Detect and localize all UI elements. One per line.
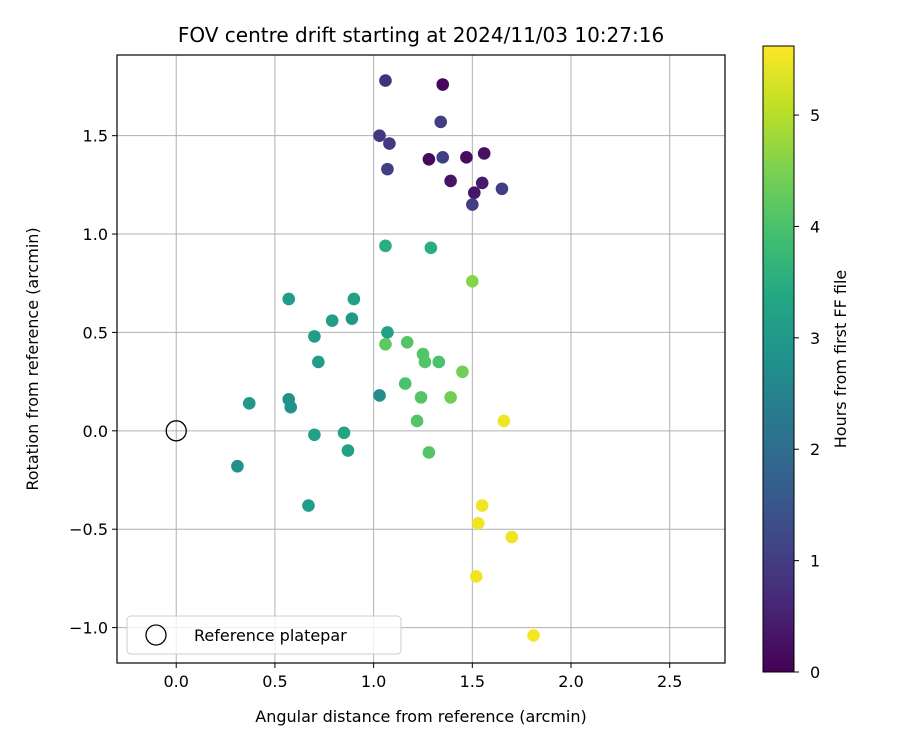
colorbar-tick-label: 4 (810, 217, 820, 236)
scatter-point (284, 400, 298, 414)
x-tick-label: 1.5 (460, 672, 485, 691)
scatter-point (422, 152, 436, 166)
scatter-point (337, 426, 351, 440)
scatter-point (341, 444, 355, 457)
scatter-point (325, 314, 339, 327)
scatter-point (505, 530, 519, 544)
scatter-point (467, 186, 481, 200)
y-tick-label: 1.5 (83, 127, 108, 146)
y-axis-ticks: −1.0 −0.5 0.0 0.5 1.0 1.5 (69, 127, 117, 638)
colorbar-tick-label: 5 (810, 106, 820, 125)
legend-reference-label: Reference platepar (194, 626, 347, 645)
scatter-point (432, 355, 446, 369)
scatter-point (469, 570, 483, 583)
scatter-point (434, 115, 448, 129)
plot-area-frame (116, 54, 726, 664)
scatter-point (345, 312, 359, 325)
scatter-point (436, 151, 450, 164)
y-tick-label: −1.0 (69, 619, 108, 638)
scatter-point (373, 389, 386, 402)
scatter-point (379, 239, 392, 253)
scatter-point (444, 391, 457, 404)
x-tick-label: 2.5 (657, 672, 682, 691)
scatter-point (444, 174, 457, 188)
colorbar-tick-label: 1 (810, 552, 820, 571)
colorbar (762, 45, 795, 673)
scatter-point (308, 330, 321, 343)
scatter-point (379, 74, 392, 87)
scatter-point (381, 326, 394, 339)
scatter-point (312, 355, 325, 369)
scatter-point (398, 377, 412, 390)
scatter-point (466, 198, 479, 211)
scatter-point (475, 499, 489, 512)
scatter-point (242, 396, 256, 410)
scatter-point (460, 151, 473, 164)
legend-box (126, 615, 402, 655)
scatter-point (475, 176, 489, 190)
x-axis-ticks: 0.0 0.5 1.0 1.5 2.0 2.5 (163, 663, 682, 691)
reference-marker-group (165, 420, 187, 442)
x-tick-label: 0.0 (163, 672, 188, 691)
colorbar-tick-label: 3 (810, 329, 820, 348)
colorbar-tick-label: 0 (810, 663, 820, 682)
legend: Reference platepar (126, 615, 402, 655)
colorbar-label: Hours from first FF file (831, 270, 850, 449)
scatter-point (373, 129, 386, 142)
scatter-points (231, 74, 540, 642)
x-axis-label: Angular distance from reference (arcmin) (255, 707, 586, 726)
x-tick-label: 1.0 (361, 672, 386, 691)
reference-marker (165, 420, 187, 442)
scatter-point (410, 414, 424, 428)
scatter-point (422, 446, 436, 459)
y-tick-label: 1.0 (83, 225, 108, 244)
scatter-point (418, 355, 432, 369)
scatter-point (477, 147, 491, 160)
scatter-point (282, 292, 296, 306)
chart-title: FOV centre drift starting at 2024/11/03 … (178, 23, 664, 47)
scatter-point (497, 414, 511, 428)
scatter-point (424, 241, 438, 255)
scatter-point (308, 428, 321, 442)
scatter-point (302, 499, 315, 512)
y-tick-label: −0.5 (69, 520, 108, 539)
scatter-point (414, 391, 428, 404)
x-tick-label: 0.5 (262, 672, 287, 691)
scatter-point (471, 516, 485, 530)
scatter-point (495, 182, 509, 196)
scatter-point (436, 78, 450, 91)
scatter-point (466, 274, 479, 288)
colorbar-ticks: 0 1 2 3 4 5 (794, 106, 820, 682)
y-tick-label: 0.5 (83, 323, 108, 342)
scatter-point (347, 292, 361, 306)
scatter-point (456, 365, 469, 379)
y-tick-label: 0.0 (83, 422, 108, 441)
x-tick-label: 2.0 (558, 672, 583, 691)
scatter-point (381, 162, 394, 176)
scatter-point (400, 335, 414, 349)
scatter-point (527, 629, 540, 642)
scatter-point (231, 459, 244, 473)
scatter-point (383, 137, 396, 150)
legend-reference-marker (145, 624, 167, 646)
grid (117, 55, 725, 663)
colorbar-tick-label: 2 (810, 440, 820, 459)
y-axis-label: Rotation from reference (arcmin) (23, 227, 42, 490)
scatter-point (379, 337, 392, 351)
